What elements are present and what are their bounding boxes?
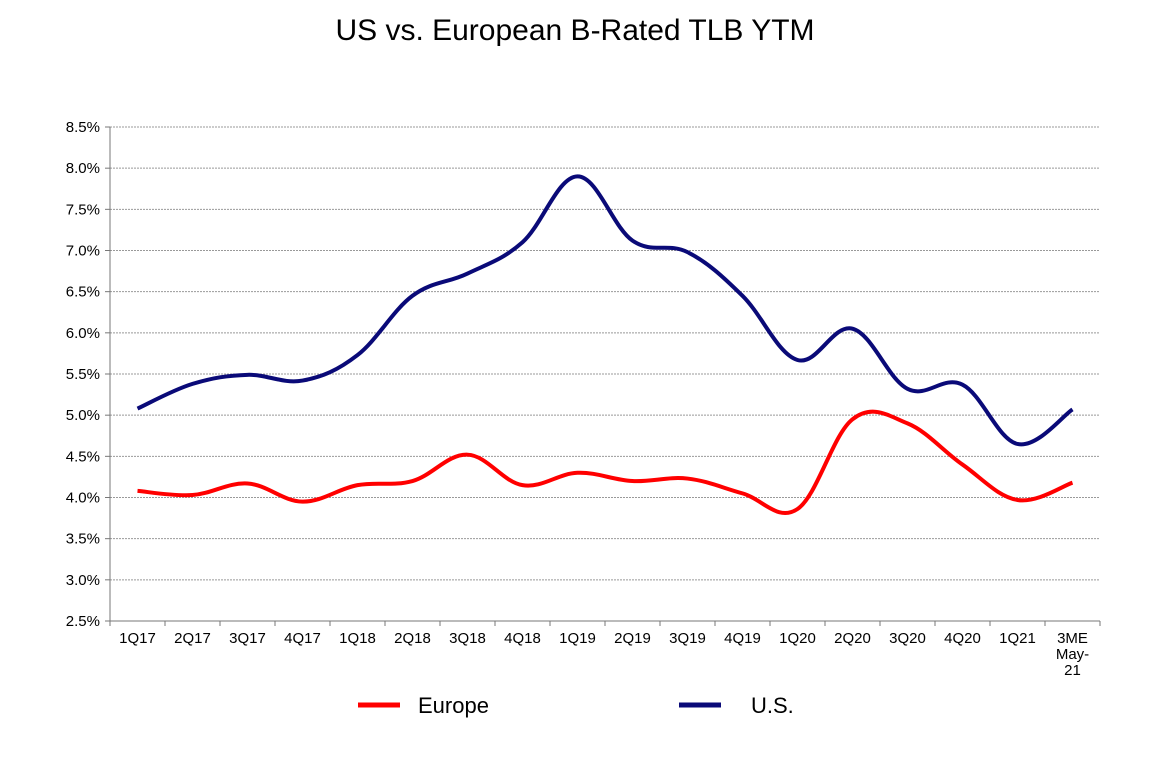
- y-tick-label: 5.5%: [66, 366, 100, 383]
- x-tick-label: 4Q19: [724, 630, 761, 647]
- y-tick-label: 2.5%: [66, 613, 100, 630]
- x-tick-label: 2Q20: [834, 630, 871, 647]
- axes: [105, 126, 1101, 626]
- x-tick-label: 4Q18: [504, 630, 541, 647]
- y-tick-label: 6.5%: [66, 284, 100, 301]
- x-tick-label: 1Q17: [119, 630, 156, 647]
- chart-title: US vs. European B-Rated TLB YTM: [335, 14, 815, 47]
- y-tick-label: 4.5%: [66, 448, 100, 465]
- x-tick-label: 2Q17: [174, 630, 211, 647]
- series-line-u-s: [136, 174, 1074, 447]
- series-line-europe: [137, 409, 1074, 516]
- x-tick-label: 1Q19: [559, 630, 596, 647]
- y-tick-label: 3.0%: [66, 572, 100, 589]
- y-axis-ticks: 2.5% 3.0% 3.5% 4.0% 4.5% 5.0% 5.5% 6.0% 6.5% 7.0%…: [66, 119, 100, 630]
- x-tick-label: 3Q17: [229, 630, 266, 647]
- y-tick-label: 6.0%: [66, 325, 100, 342]
- y-tick-label: 7.0%: [66, 243, 100, 260]
- x-tick-label: 4Q17: [284, 630, 321, 647]
- legend-label-u-s: U.S.: [751, 693, 794, 718]
- y-tick-label: 4.0%: [66, 490, 100, 507]
- x-tick-label: 1Q21: [999, 630, 1036, 647]
- x-tick-label: 3Q19: [669, 630, 706, 647]
- x-tick-label: 1Q18: [339, 630, 376, 647]
- y-tick-label: 5.0%: [66, 407, 100, 424]
- x-tick-label: 3Q18: [449, 630, 486, 647]
- x-tick-label: 3ME May-21: [1056, 630, 1089, 679]
- y-tick-label: 7.5%: [66, 201, 100, 218]
- legend-label-europe: Europe: [418, 693, 489, 718]
- x-tick-label: 2Q19: [614, 630, 651, 647]
- y-tick-label: 3.5%: [66, 531, 100, 548]
- x-tick-label: 4Q20: [944, 630, 981, 647]
- x-tick-label: 3Q20: [889, 630, 926, 647]
- x-tick-label: 1Q20: [779, 630, 816, 647]
- gridlines: [110, 126, 1100, 581]
- x-axis-ticks: 1Q17 2Q17 3Q17 4Q17 1Q18 2Q18 3Q18 4Q18 1Q19 2Q19…: [119, 630, 1089, 679]
- y-tick-label: 8.5%: [66, 119, 100, 136]
- y-tick-label: 8.0%: [66, 160, 100, 177]
- x-tick-label: 2Q18: [394, 630, 431, 647]
- legend: Europe U.S.: [358, 693, 794, 718]
- series-lines: [136, 174, 1074, 516]
